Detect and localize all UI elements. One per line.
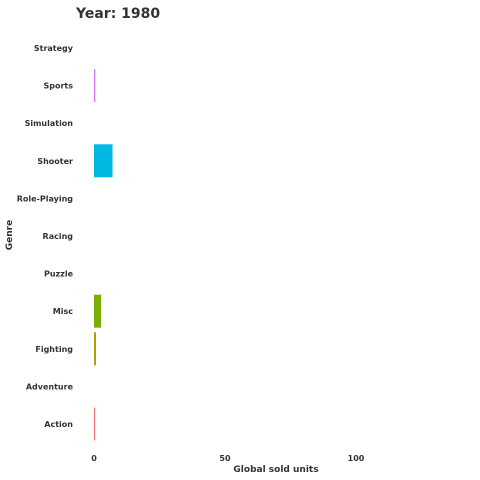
y-tick-label-role-playing: Role-Playing xyxy=(17,194,74,203)
x-tick-label-0: 0 xyxy=(91,454,97,463)
y-tick-label-strategy: Strategy xyxy=(34,44,74,53)
bar-action xyxy=(94,407,96,441)
bar-fighting xyxy=(94,332,97,366)
x-tick-label-50: 50 xyxy=(219,454,231,463)
y-tick-labels: Strategy Sports Simulation Shooter Role-Play… xyxy=(17,44,74,429)
y-tick-label-misc: Misc xyxy=(53,307,73,316)
y-axis-label: Genre xyxy=(5,220,15,250)
x-axis-label: Global sold units xyxy=(233,465,318,475)
y-tick-label-shooter: Shooter xyxy=(37,157,73,166)
y-tick-label-adventure: Adventure xyxy=(26,382,74,391)
y-tick-label-puzzle: Puzzle xyxy=(44,270,74,279)
chart-title: Year: 1980 xyxy=(75,6,160,22)
bar-misc xyxy=(94,294,102,328)
bar-shooter xyxy=(94,144,113,178)
bar-sports xyxy=(94,69,96,103)
y-tick-label-simulation: Simulation xyxy=(25,119,74,128)
x-tick-labels: 0 50 100 xyxy=(91,454,365,463)
y-tick-label-sports: Sports xyxy=(43,82,73,91)
y-tick-label-racing: Racing xyxy=(43,232,74,241)
y-tick-label-action: Action xyxy=(44,420,73,429)
y-tick-label-fighting: Fighting xyxy=(35,345,73,354)
bar-group xyxy=(94,69,113,441)
x-tick-label-100: 100 xyxy=(348,454,365,463)
